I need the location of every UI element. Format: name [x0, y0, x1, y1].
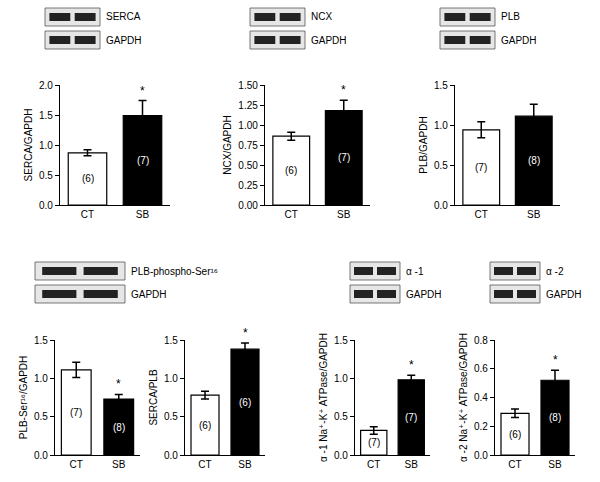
- svg-text:CT: CT: [475, 209, 488, 220]
- svg-text:0.8: 0.8: [474, 335, 488, 346]
- svg-text:1.0: 1.0: [434, 120, 448, 131]
- svg-text:SERCA/GAPDH: SERCA/GAPDH: [23, 109, 34, 182]
- svg-text:0.0: 0.0: [39, 200, 53, 211]
- svg-text:SB: SB: [527, 209, 541, 220]
- svg-text:1.5: 1.5: [334, 335, 348, 346]
- svg-text:0.5: 0.5: [434, 160, 448, 171]
- svg-text:(8): (8): [113, 422, 125, 433]
- svg-text:0.0: 0.0: [334, 450, 348, 461]
- svg-text:(6): (6): [199, 420, 211, 431]
- svg-text:0.0: 0.0: [164, 450, 178, 461]
- svg-text:0.25: 0.25: [238, 180, 258, 191]
- svg-text:CT: CT: [70, 459, 83, 470]
- svg-text:CT: CT: [285, 209, 298, 220]
- svg-text:GAPDH: GAPDH: [546, 289, 582, 300]
- svg-text:1.0: 1.0: [164, 373, 178, 384]
- svg-text:NCX/GAPDH: NCX/GAPDH: [222, 115, 233, 174]
- svg-text:SB: SB: [112, 459, 126, 470]
- svg-text:CT: CT: [367, 459, 380, 470]
- svg-text:0.75: 0.75: [238, 140, 258, 151]
- svg-text:CT: CT: [198, 459, 211, 470]
- svg-text:1.0: 1.0: [334, 373, 348, 384]
- svg-text:0.6: 0.6: [474, 363, 488, 374]
- svg-text:1.00: 1.00: [238, 120, 258, 131]
- svg-text:0.5: 0.5: [164, 411, 178, 422]
- svg-text:(7): (7): [475, 162, 487, 173]
- svg-text:(8): (8): [528, 155, 540, 166]
- svg-text:(7): (7): [368, 437, 380, 448]
- svg-text:1.0: 1.0: [39, 140, 53, 151]
- svg-text:α -2: α -2: [546, 266, 564, 277]
- svg-text:PLB/GAPDH: PLB/GAPDH: [418, 116, 429, 173]
- svg-text:SB: SB: [337, 209, 351, 220]
- svg-text:SB: SB: [405, 459, 419, 470]
- svg-text:0.5: 0.5: [34, 411, 48, 422]
- svg-text:0.4: 0.4: [474, 392, 488, 403]
- svg-text:(6): (6): [82, 173, 94, 184]
- svg-text:*: *: [409, 358, 414, 372]
- svg-text:NCX: NCX: [311, 11, 332, 22]
- svg-text:*: *: [553, 353, 558, 367]
- svg-text:GAPDH: GAPDH: [131, 289, 167, 300]
- svg-text:(8): (8): [549, 412, 561, 423]
- svg-text:SERCA: SERCA: [106, 11, 141, 22]
- svg-text:α -2 Na⁺-K⁺ ATPase/GAPDH: α -2 Na⁺-K⁺ ATPase/GAPDH: [458, 333, 469, 462]
- svg-text:(6): (6): [239, 397, 251, 408]
- svg-text:0.0: 0.0: [34, 450, 48, 461]
- svg-text:0.0: 0.0: [434, 200, 448, 211]
- svg-text:GAPDH: GAPDH: [406, 289, 442, 300]
- svg-text:0.5: 0.5: [39, 170, 53, 181]
- svg-text:SERCA/PLB: SERCA/PLB: [148, 369, 159, 425]
- svg-text:(7): (7): [405, 412, 417, 423]
- svg-text:GAPDH: GAPDH: [501, 35, 537, 46]
- svg-text:GAPDH: GAPDH: [106, 35, 142, 46]
- svg-text:*: *: [243, 326, 248, 340]
- svg-text:1.5: 1.5: [34, 335, 48, 346]
- svg-text:0.5: 0.5: [334, 411, 348, 422]
- svg-text:(6): (6): [509, 429, 521, 440]
- svg-text:1.50: 1.50: [238, 80, 258, 91]
- svg-text:1.5: 1.5: [164, 335, 178, 346]
- svg-text:1.5: 1.5: [434, 80, 448, 91]
- svg-text:SB: SB: [238, 459, 252, 470]
- svg-text:(7): (7): [338, 152, 350, 163]
- svg-text:PLB: PLB: [501, 11, 520, 22]
- svg-text:0.2: 0.2: [474, 421, 488, 432]
- svg-text:*: *: [116, 377, 121, 391]
- svg-text:0.00: 0.00: [238, 200, 258, 211]
- svg-text:2.0: 2.0: [39, 80, 53, 91]
- svg-text:*: *: [140, 84, 145, 98]
- svg-text:1.25: 1.25: [238, 100, 258, 111]
- svg-text:CT: CT: [81, 209, 94, 220]
- svg-text:0.50: 0.50: [238, 160, 258, 171]
- svg-text:1.5: 1.5: [39, 110, 53, 121]
- svg-text:SB: SB: [136, 209, 150, 220]
- svg-text:(6): (6): [285, 165, 297, 176]
- svg-text:α -1 Na⁺-K⁺ ATPase/GAPDH: α -1 Na⁺-K⁺ ATPase/GAPDH: [318, 333, 329, 462]
- svg-text:1.0: 1.0: [34, 373, 48, 384]
- svg-text:(7): (7): [70, 407, 82, 418]
- svg-text:α -1: α -1: [406, 266, 424, 277]
- svg-text:CT: CT: [508, 459, 521, 470]
- svg-text:PLB-phospho-Ser¹⁶: PLB-phospho-Ser¹⁶: [131, 266, 218, 277]
- svg-text:*: *: [341, 83, 346, 97]
- svg-text:(7): (7): [137, 155, 149, 166]
- svg-text:GAPDH: GAPDH: [311, 35, 347, 46]
- svg-text:PLB-Ser¹⁶/GAPDH: PLB-Ser¹⁶/GAPDH: [18, 356, 29, 440]
- svg-text:0.0: 0.0: [474, 450, 488, 461]
- svg-text:SB: SB: [548, 459, 562, 470]
